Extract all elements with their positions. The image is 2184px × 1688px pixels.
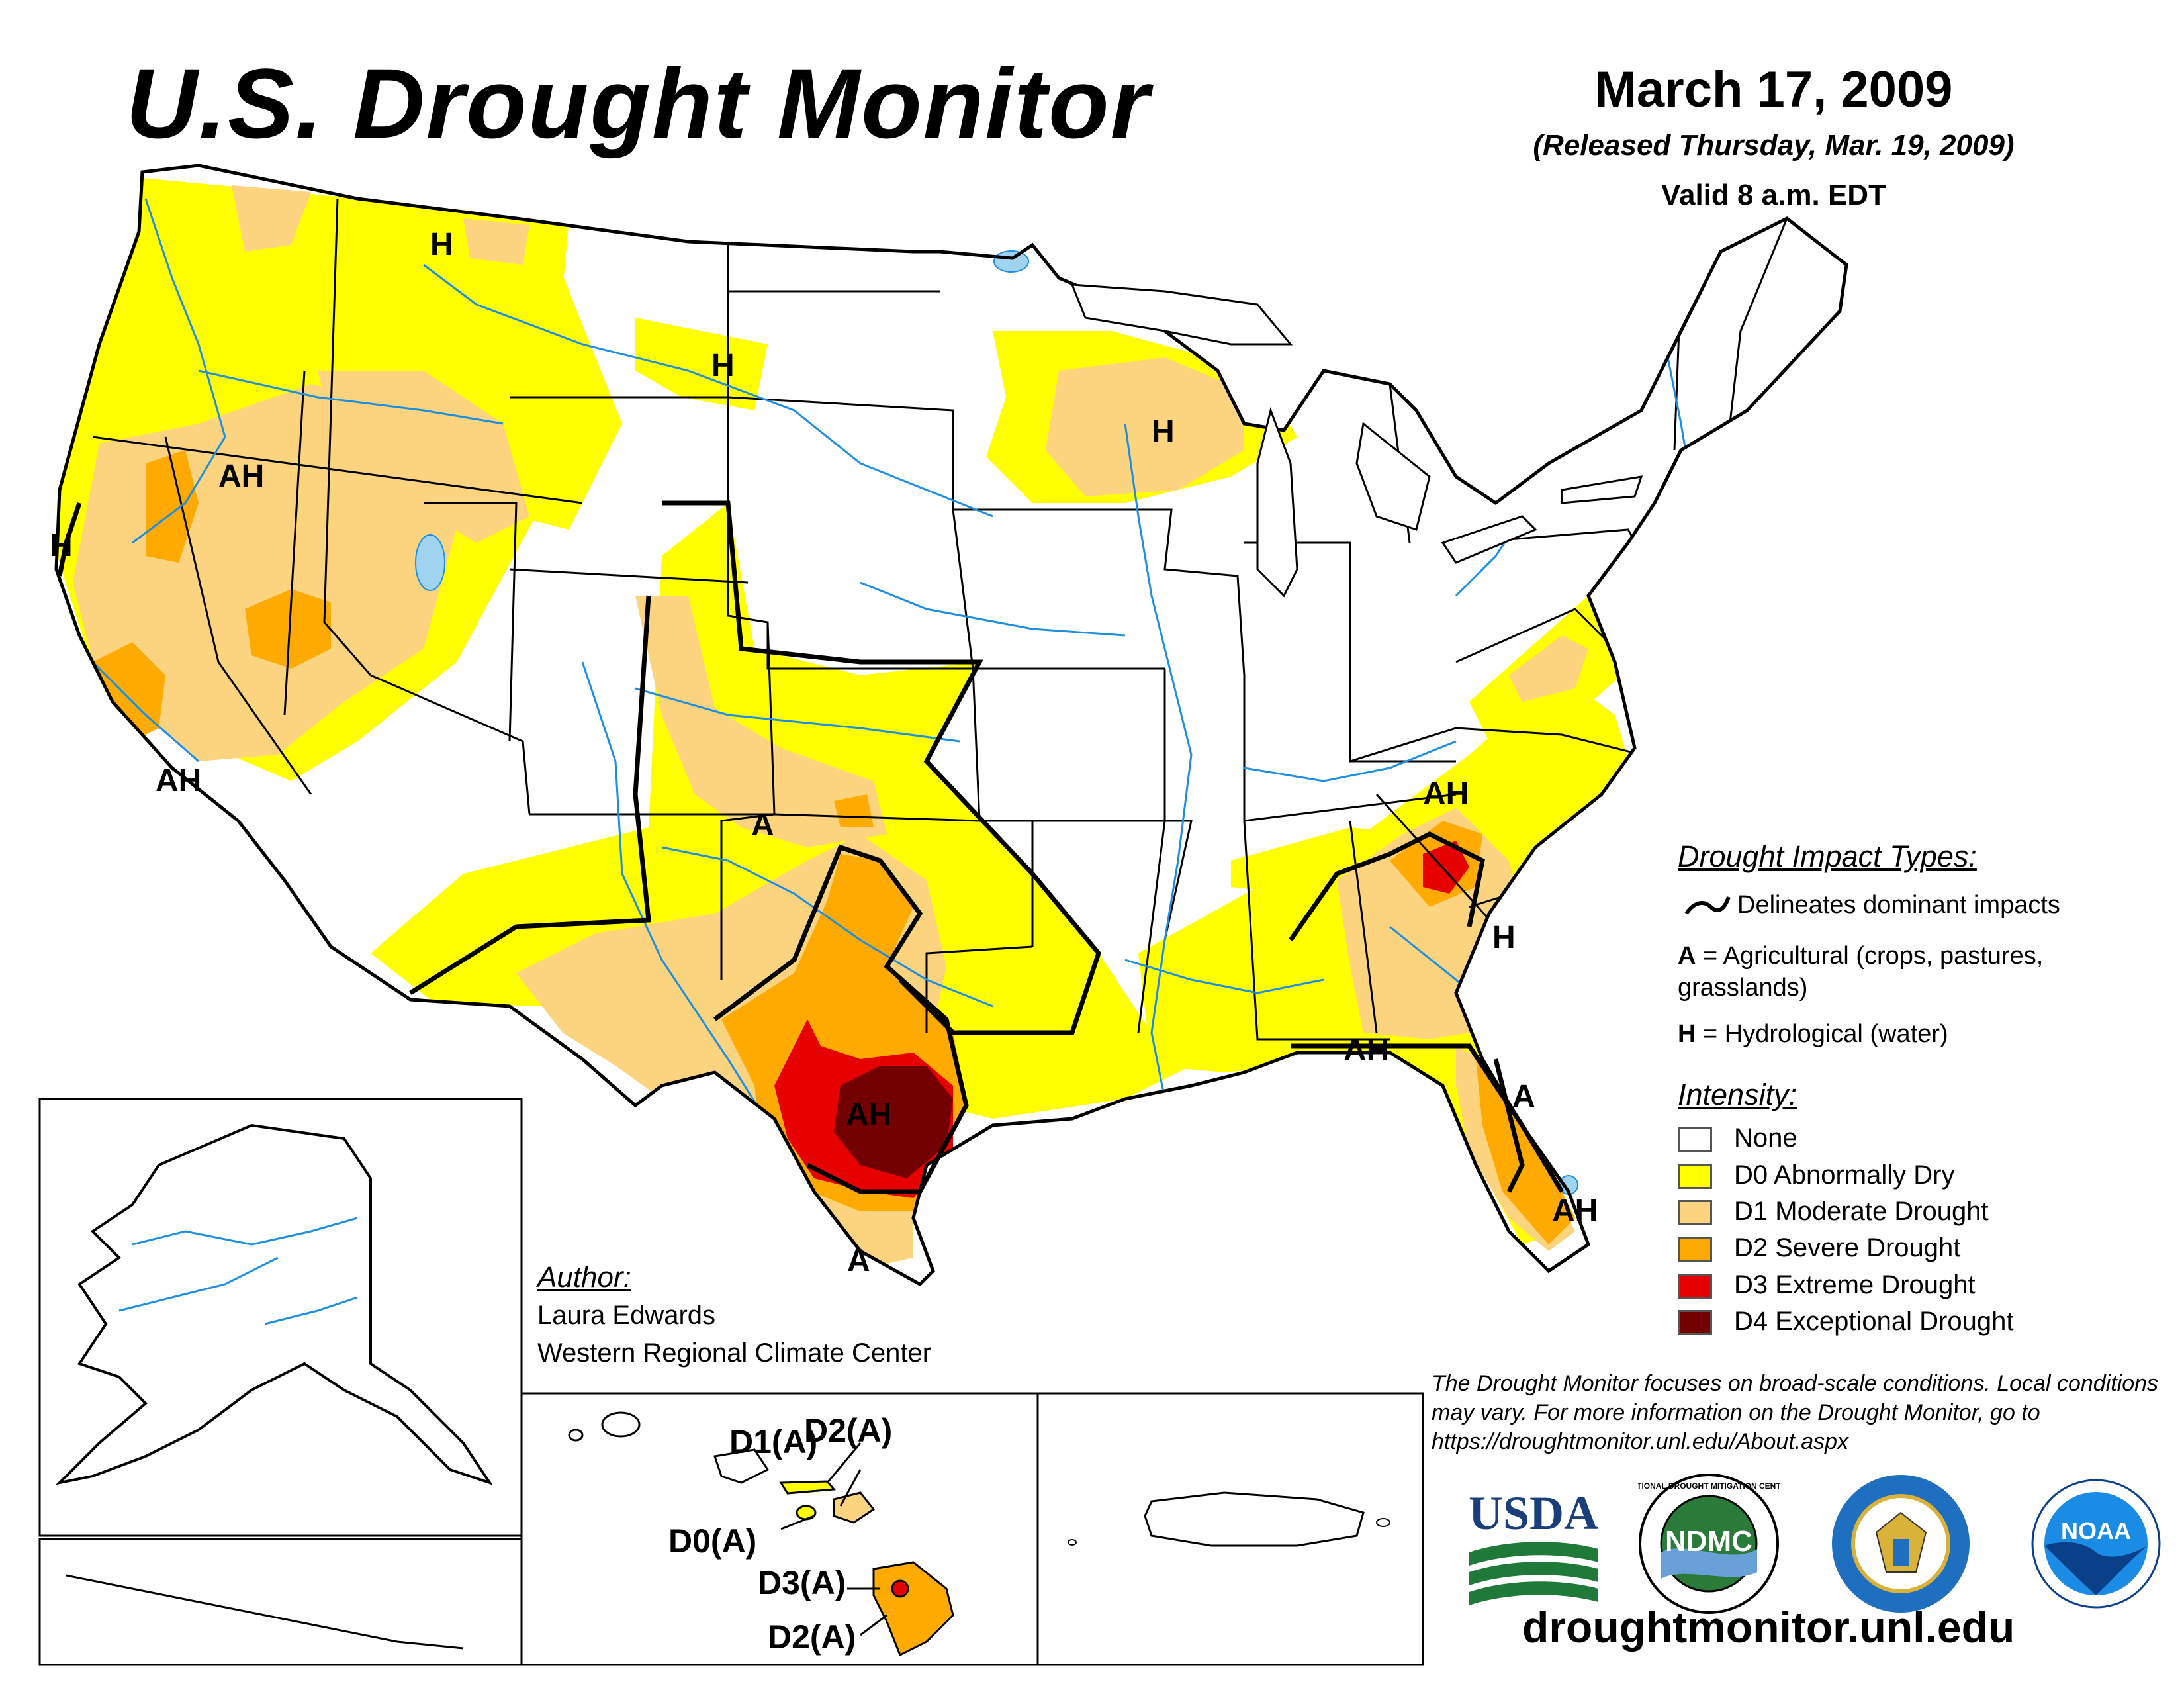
hawaii-label-d2a-bottom: D2(A) — [768, 1618, 856, 1656]
map-date: March 17, 2009 — [1594, 62, 1953, 118]
label-nd-h: H — [711, 348, 735, 383]
legend-swatch-d1 — [1678, 1200, 1712, 1225]
hawaii-label-d1a: D1(A) — [729, 1423, 817, 1460]
kauai — [601, 1411, 641, 1438]
legend-ag-code: A — [1678, 942, 1696, 970]
lake-of-the-woods — [993, 250, 1029, 273]
lake-superior — [1070, 283, 1293, 346]
legend-hy-code: H — [1678, 1020, 1696, 1048]
site-url[interactable]: droughtmonitor.unl.edu — [1522, 1603, 2015, 1652]
ndmc-logo-text: NDMC — [1665, 1525, 1752, 1558]
author-name: Laura Edwards — [537, 1301, 716, 1330]
hawaii-label-d2a-top: D2(A) — [804, 1412, 892, 1449]
release-date: (Released Thursday, Mar. 19, 2009) — [1533, 129, 2015, 162]
great-salt-lake — [415, 534, 445, 591]
legend-swatch-none — [1678, 1127, 1712, 1152]
commerce-logo — [1830, 1473, 1972, 1615]
ndmc-logo-ring: NATIONAL DROUGHT MITIGATION CENTER — [1638, 1481, 1780, 1491]
legend-level-d3: D3 Extreme Drought — [1734, 1270, 1976, 1299]
lake-huron — [1355, 422, 1431, 531]
legend-impact-title: Drought Impact Types: — [1678, 839, 1977, 873]
legend-wave-icon — [1684, 896, 1731, 915]
label-tx-ah: AH — [846, 1098, 891, 1133]
d2-florida — [1476, 1059, 1575, 1244]
label-ca-ah: AH — [156, 763, 201, 798]
d1-washington — [232, 185, 311, 252]
label-ok-a: A — [751, 808, 774, 843]
label-wi-h: H — [1152, 414, 1175, 449]
hawaii-pr-inset: D1(A) D2(A) D0(A) D3(A) D2(A) — [520, 1392, 1424, 1666]
rivers — [91, 198, 1696, 1166]
lake-michigan — [1256, 406, 1298, 598]
usda-logo: USDA — [1463, 1473, 1605, 1615]
d2-nevada — [245, 589, 331, 669]
legend-level-d4: D4 Exceptional Drought — [1734, 1307, 2014, 1336]
disclaimer: The Drought Monitor focuses on broad-sca… — [1432, 1371, 2159, 1454]
niihau — [568, 1429, 584, 1442]
map-title: U.S. Drought Monitor — [126, 48, 1151, 159]
legend-ag-text: = Agricultural (crops, pastures, grassla… — [1678, 942, 2044, 1002]
impact-boundaries — [57, 500, 1565, 1194]
legend-swatch-d3 — [1678, 1274, 1712, 1299]
d4-texas — [834, 1066, 953, 1178]
label-al-ah: AH — [1343, 1033, 1389, 1068]
d2-oklahoma — [834, 794, 874, 827]
legend-swatch-d4 — [1678, 1310, 1712, 1335]
big-island-d3 — [891, 1579, 909, 1598]
noaa-logo: NOAA — [2025, 1473, 2167, 1615]
label-sc-h: H — [1492, 920, 1516, 955]
legend-level-d0: D0 Abnormally Dry — [1734, 1160, 1955, 1190]
d1-montana-idaho — [318, 371, 529, 543]
molokai — [779, 1480, 836, 1495]
valid-time: Valid 8 a.m. EDT — [1661, 179, 1886, 211]
d1-virginia — [1509, 635, 1588, 702]
hawaii-label-d3a: D3(A) — [758, 1564, 846, 1601]
label-fl-ah: AH — [1552, 1194, 1598, 1229]
usda-logo-text: USDA — [1469, 1487, 1598, 1540]
alaska-shape — [55, 1123, 493, 1485]
legend-delineates: Delineates dominant impacts — [1737, 891, 2060, 919]
legend-swatch-d2 — [1678, 1237, 1712, 1262]
oahu — [713, 1448, 770, 1484]
legend-agricultural: A = Agricultural (crops, pastures, grass… — [1678, 940, 2128, 1004]
legend-level-d1: D1 Moderate Drought — [1734, 1197, 1989, 1226]
legend-level-d2: D2 Severe Drought — [1734, 1233, 1961, 1262]
legend-hydrological: H = Hydrological (water) — [1678, 1020, 1948, 1049]
author-org: Western Regional Climate Center — [537, 1338, 932, 1368]
label-fl-a: A — [1512, 1079, 1535, 1114]
d3-georgia — [1423, 841, 1469, 894]
lake-erie — [1441, 515, 1537, 564]
ndmc-logo: NDMC NATIONAL DROUGHT MITIGATION CENTER — [1626, 1473, 1792, 1615]
noaa-logo-text: NOAA — [2061, 1517, 2131, 1544]
label-mt-h: H — [430, 227, 453, 262]
d2-louisiana — [1138, 1099, 1191, 1132]
d1-montana-north — [463, 218, 529, 265]
great-lakes — [1070, 283, 1643, 598]
label-nv-ah: AH — [218, 459, 264, 494]
author-label: Author: — [537, 1261, 631, 1293]
alaska-inset — [38, 1098, 523, 1666]
d1-colorado-kansas — [635, 596, 887, 847]
label-tx-a: A — [847, 1243, 870, 1278]
d0-montana — [331, 199, 622, 530]
puerto-rico-shape — [1144, 1491, 1365, 1547]
legend-swatch-d0 — [1678, 1164, 1712, 1189]
impact-labels: H H H AH H AH A AH A AH H AH A AH — [50, 227, 1598, 1278]
legend-hy-text: = Hydrological (water) — [1696, 1020, 1948, 1048]
d1-wisconsin — [1046, 357, 1244, 496]
label-va-ah: AH — [1423, 776, 1469, 812]
hawaii-label-d0a: D0(A) — [668, 1523, 756, 1560]
legend-intensity-title: Intensity: — [1678, 1078, 1797, 1111]
label-ca-h: H — [50, 528, 73, 563]
lake-ontario — [1561, 475, 1643, 504]
legend-level-none: None — [1734, 1123, 1797, 1152]
d2-northern-california — [146, 450, 199, 563]
